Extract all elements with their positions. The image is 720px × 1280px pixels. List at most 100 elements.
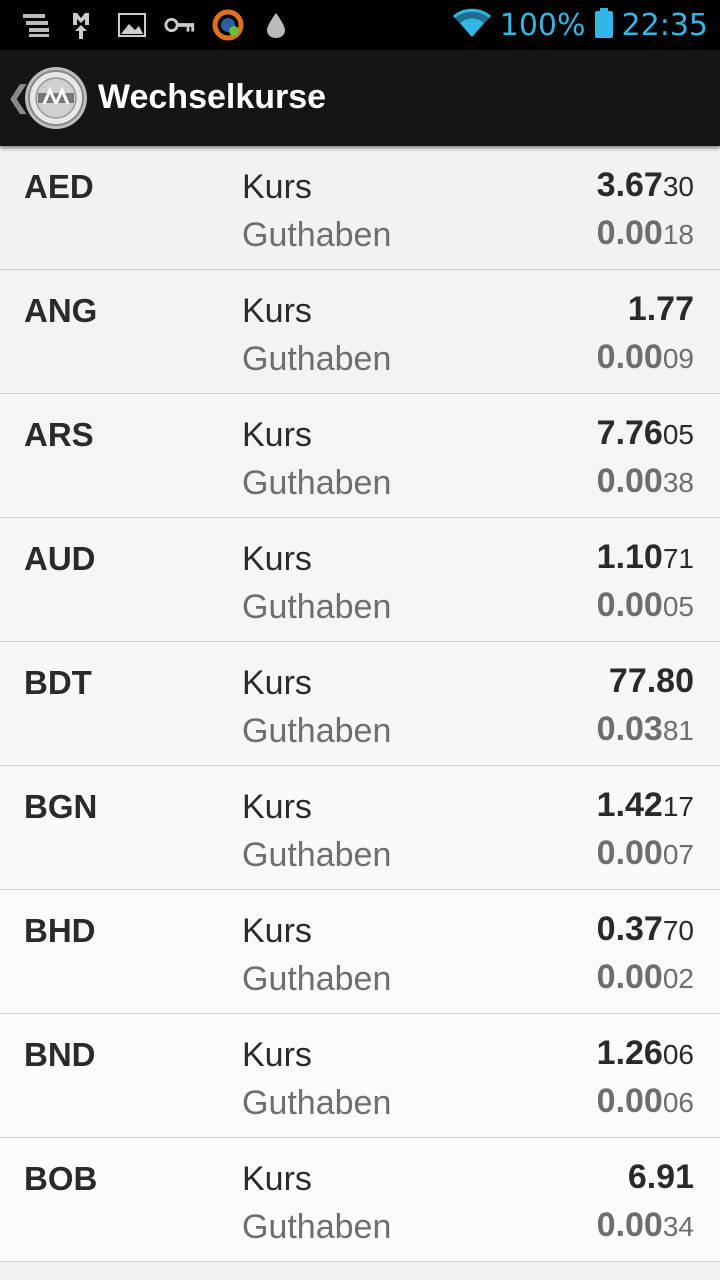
currency-code: AUD (24, 540, 96, 577)
guthaben-value: 0.0009 (597, 338, 694, 377)
kurs-value-extra-digits: 17 (662, 791, 694, 822)
kurs-value: 1.77 (628, 290, 694, 329)
kurs-value-main: 1.42 (596, 786, 663, 824)
guthaben-value: 0.0018 (597, 214, 694, 253)
guthaben-value-main: 0.00 (596, 214, 663, 252)
action-bar: ❮ Wechselkurse (0, 50, 720, 146)
kurs-value-main: 6.91 (627, 1158, 694, 1196)
key-icon (164, 9, 196, 41)
guthaben-value-extra-digits: 38 (662, 467, 694, 498)
system-icons: 100% 22:35 (452, 6, 708, 44)
notification-stack-icon (20, 9, 52, 41)
image-icon (116, 9, 148, 41)
list-item[interactable]: BOB Kurs Guthaben 6.91 0.0034 (0, 1138, 720, 1262)
guthaben-value-main: 0.00 (596, 586, 663, 624)
guthaben-value-extra-digits: 02 (662, 963, 694, 994)
kurs-label: Kurs (242, 540, 312, 578)
guthaben-label: Guthaben (242, 836, 392, 874)
guthaben-label: Guthaben (242, 1208, 392, 1246)
kurs-value: 3.6730 (597, 166, 694, 205)
guthaben-value-extra-digits: 07 (662, 839, 694, 870)
clock: 22:35 (621, 7, 708, 43)
currency-code: BDT (24, 664, 92, 701)
kurs-label: Kurs (242, 168, 312, 206)
currency-code: BGN (24, 788, 98, 825)
guthaben-value-extra-digits: 06 (662, 1087, 694, 1118)
kurs-value: 6.91 (628, 1158, 694, 1197)
kurs-label: Kurs (242, 416, 312, 454)
kurs-value-main: 3.67 (596, 166, 663, 204)
currency-code: BND (24, 1036, 96, 1073)
guthaben-value-main: 0.00 (596, 958, 663, 996)
currency-code: AED (24, 168, 94, 205)
guthaben-value-main: 0.00 (596, 1206, 663, 1244)
currency-code: ANG (24, 292, 98, 329)
kurs-value-main: 1.10 (596, 538, 663, 576)
currency-code: ARS (24, 416, 94, 453)
currency-code: BHD (24, 912, 96, 949)
kurs-label: Kurs (242, 912, 312, 950)
list-item[interactable]: BGN Kurs Guthaben 1.4217 0.0007 (0, 766, 720, 890)
kurs-value-extra-digits: 30 (662, 171, 694, 202)
guthaben-value: 0.0381 (597, 710, 694, 749)
guthaben-value: 0.0038 (597, 462, 694, 501)
kurs-value: 0.3770 (597, 910, 694, 949)
battery-icon (594, 7, 614, 44)
page-title: Wechselkurse (98, 78, 327, 116)
kurs-value-main: 1.26 (596, 1034, 663, 1072)
guthaben-value-extra-digits: 09 (662, 343, 694, 374)
guthaben-value-extra-digits: 81 (662, 715, 694, 746)
notification-icons (20, 8, 292, 42)
guthaben-value: 0.0034 (597, 1206, 694, 1245)
list-item[interactable]: BDT Kurs Guthaben 77.80 0.0381 (0, 642, 720, 766)
guthaben-label: Guthaben (242, 712, 392, 750)
guthaben-value-extra-digits: 34 (662, 1211, 694, 1242)
app-logo[interactable] (24, 66, 88, 130)
list-item[interactable]: BHD Kurs Guthaben 0.3770 0.0002 (0, 890, 720, 1014)
kurs-value: 1.2606 (597, 1034, 694, 1073)
kurs-value-main: 77.80 (608, 662, 694, 700)
guthaben-value-extra-digits: 05 (662, 591, 694, 622)
avast-icon (212, 9, 244, 41)
list-item[interactable]: ARS Kurs Guthaben 7.7605 0.0038 (0, 394, 720, 518)
guthaben-value-main: 0.00 (596, 1082, 663, 1120)
kurs-value: 77.80 (609, 662, 694, 701)
list-item[interactable]: BND Kurs Guthaben 1.2606 0.0006 (0, 1014, 720, 1138)
list-item[interactable]: AUD Kurs Guthaben 1.1071 0.0005 (0, 518, 720, 642)
guthaben-value-main: 0.00 (596, 338, 663, 376)
list-item[interactable]: ANG Kurs Guthaben 1.77 0.0009 (0, 270, 720, 394)
wifi-icon (452, 7, 492, 44)
kurs-value-extra-digits: 06 (662, 1039, 694, 1070)
list-item[interactable]: AED Kurs Guthaben 3.6730 0.0018 (0, 146, 720, 270)
kurs-label: Kurs (242, 788, 312, 826)
kurs-value-extra-digits: 70 (662, 915, 694, 946)
guthaben-label: Guthaben (242, 588, 392, 626)
guthaben-label: Guthaben (242, 340, 392, 378)
guthaben-value: 0.0002 (597, 958, 694, 997)
kurs-label: Kurs (242, 292, 312, 330)
guthaben-value-main: 0.00 (596, 834, 663, 872)
kurs-label: Kurs (242, 1160, 312, 1198)
exchange-rate-list: AED Kurs Guthaben 3.6730 0.0018 ANG Kurs Guthab… (0, 146, 720, 1262)
guthaben-label: Guthaben (242, 1084, 392, 1122)
guthaben-value: 0.0006 (597, 1082, 694, 1121)
kurs-value-extra-digits: 71 (662, 543, 694, 574)
guthaben-value-extra-digits: 18 (662, 219, 694, 250)
guthaben-value: 0.0005 (597, 586, 694, 625)
status-bar: 100% 22:35 (0, 0, 720, 50)
guthaben-label: Guthaben (242, 464, 392, 502)
gmail-icon (68, 9, 100, 41)
guthaben-label: Guthaben (242, 216, 392, 254)
drop-icon (260, 9, 292, 41)
kurs-value: 1.4217 (597, 786, 694, 825)
kurs-value: 7.7605 (597, 414, 694, 453)
kurs-value-main: 7.76 (596, 414, 663, 452)
kurs-value-main: 1.77 (627, 290, 694, 328)
kurs-value-main: 0.37 (596, 910, 663, 948)
kurs-label: Kurs (242, 664, 312, 702)
guthaben-value-main: 0.00 (596, 462, 663, 500)
kurs-value-extra-digits: 05 (662, 419, 694, 450)
battery-percent: 100% (499, 7, 586, 43)
guthaben-label: Guthaben (242, 960, 392, 998)
guthaben-value: 0.0007 (597, 834, 694, 873)
